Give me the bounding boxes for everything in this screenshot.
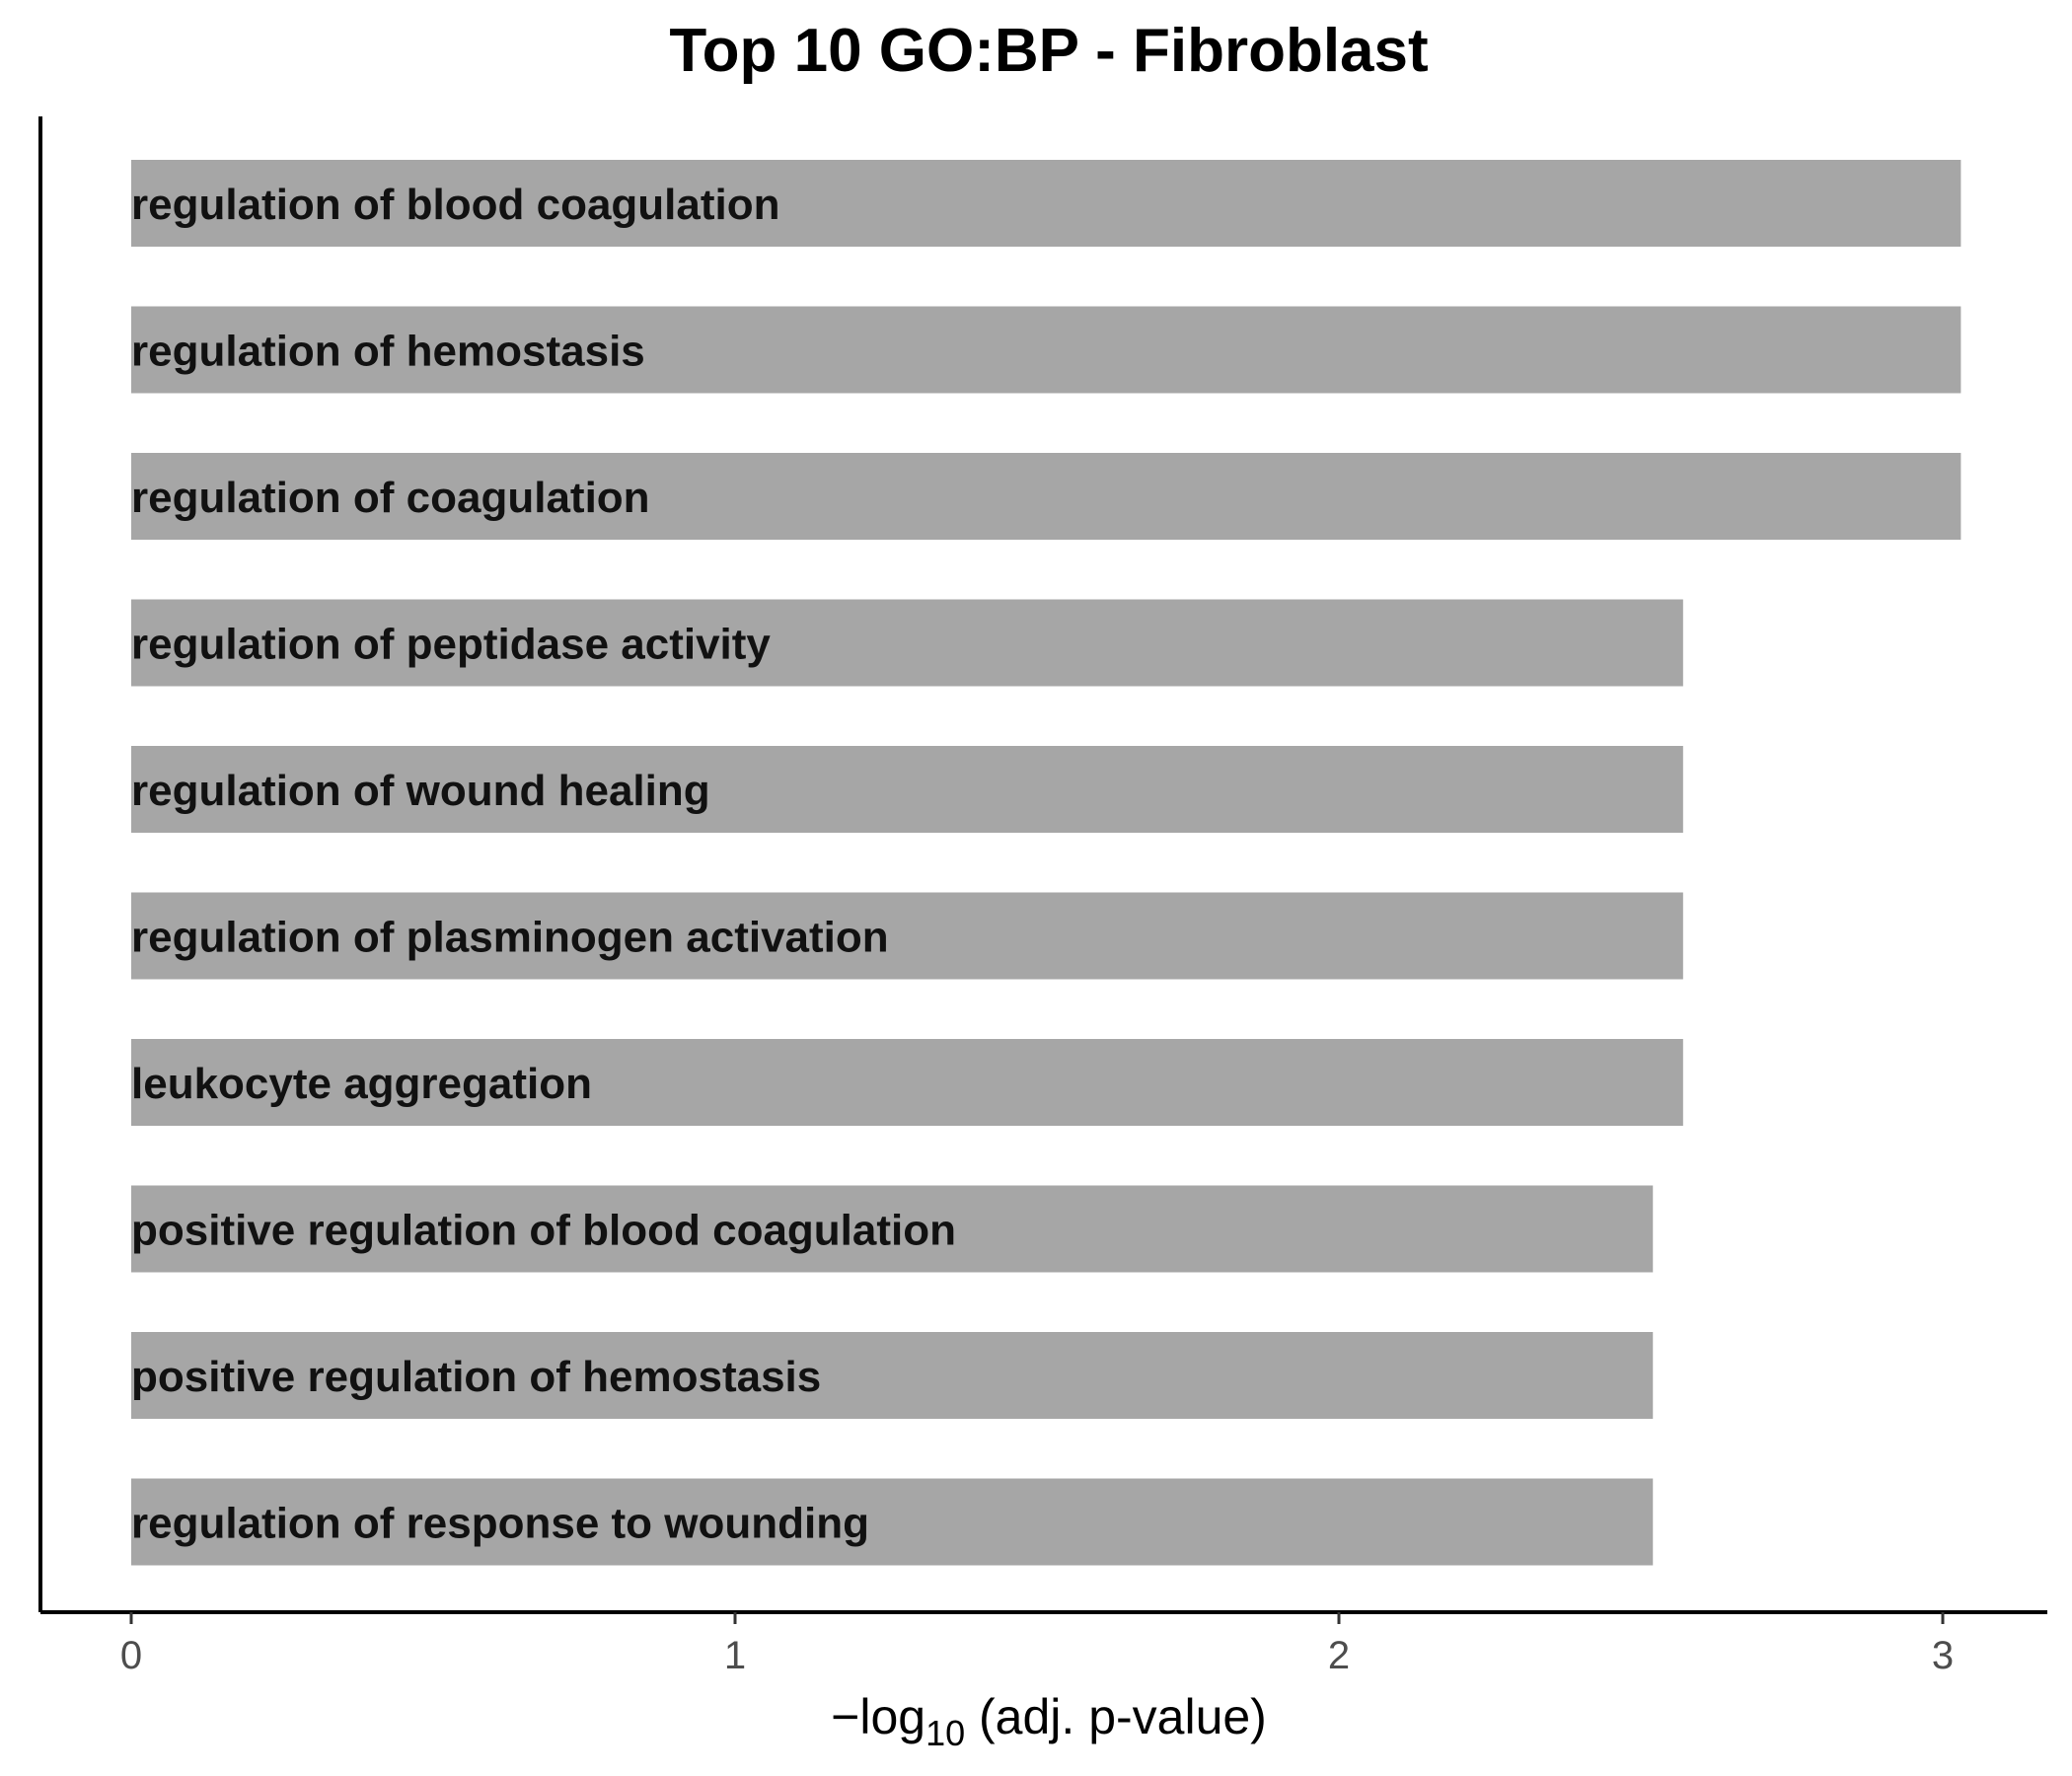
- bar-labels-group: regulation of blood coagulation regulatio…: [131, 181, 956, 1548]
- bar-label-9: positive regulation of hemostasis: [131, 1353, 821, 1401]
- bar-label-8: positive regulation of blood coagulation: [131, 1207, 956, 1255]
- x-axis-ticks: 0 1 2 3: [120, 1612, 1954, 1677]
- bar-label-6: regulation of plasminogen activation: [131, 914, 889, 962]
- bar-10: [131, 1478, 1654, 1566]
- bar-label-3: regulation of coagulation: [131, 474, 650, 522]
- x-tick-label-2: 2: [1328, 1634, 1350, 1677]
- x-tick-label-1: 1: [724, 1634, 746, 1677]
- bar-8: [131, 1185, 1654, 1273]
- bar-6: [131, 892, 1683, 980]
- bar-7: [131, 1039, 1683, 1126]
- chart-title: Top 10 GO:BP - Fibroblast: [669, 17, 1428, 85]
- bar-label-7: leukocyte aggregation: [131, 1060, 592, 1108]
- bar-2: [131, 306, 1961, 394]
- bar-label-2: regulation of hemostasis: [131, 328, 645, 376]
- x-axis-title-prefix: −log: [831, 1689, 925, 1744]
- bar-5: [131, 746, 1683, 833]
- x-axis-title-subscript: 10: [925, 1713, 965, 1753]
- bar-label-1: regulation of blood coagulation: [131, 181, 780, 229]
- bars-group: [131, 160, 1961, 1566]
- bar-label-10: regulation of response to wounding: [131, 1500, 869, 1548]
- bar-3: [131, 453, 1961, 540]
- x-axis-title: −log10 (adj. p-value): [831, 1689, 1267, 1753]
- bar-4: [131, 599, 1683, 687]
- x-tick-label-3: 3: [1932, 1634, 1954, 1677]
- x-axis-title-suffix: (adj. p-value): [965, 1689, 1267, 1744]
- bar-9: [131, 1332, 1654, 1419]
- bar-label-5: regulation of wound healing: [131, 767, 710, 815]
- bar-label-4: regulation of peptidase activity: [131, 621, 771, 669]
- x-tick-label-0: 0: [120, 1634, 142, 1677]
- bar-1: [131, 160, 1961, 247]
